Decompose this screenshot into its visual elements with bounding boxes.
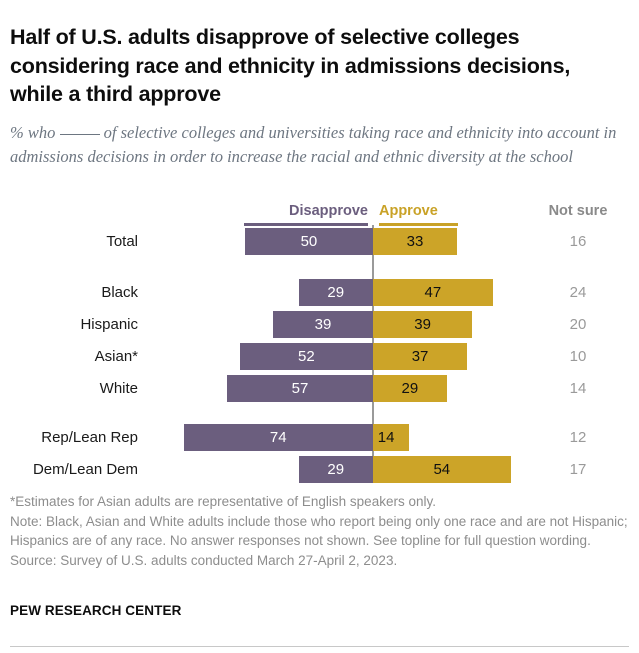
bar-disapprove: 39 [273, 311, 373, 338]
row-label: Dem/Lean Dem [32, 461, 138, 478]
bar-disapprove: 57 [227, 375, 373, 402]
bar-approve: 37 [372, 343, 468, 370]
value-not-sure: 12 [569, 429, 587, 446]
approve-header-underline [379, 223, 458, 226]
row-label: White [99, 380, 138, 397]
chart-subtitle: % who of selective colleges and universi… [10, 121, 624, 168]
value-not-sure: 10 [569, 348, 587, 365]
bar-disapprove: 29 [298, 279, 373, 306]
bottom-divider [10, 646, 629, 647]
row-label: Asian* [94, 348, 138, 365]
footnote-asterisk: *Estimates for Asian adults are represen… [10, 494, 436, 509]
footnotes: *Estimates for Asian adults are represen… [10, 492, 630, 570]
bar-disapprove: 74 [183, 424, 373, 451]
table-row: Hispanic 39 39 20 [0, 311, 639, 338]
row-label: Rep/Lean Rep [41, 429, 138, 446]
row-label: Total [106, 233, 138, 250]
table-row: Asian* 52 37 10 [0, 343, 639, 370]
page-title: Half of U.S. adults disapprove of select… [10, 25, 571, 106]
bar-approve: 54 [372, 456, 511, 483]
bar-approve: 39 [372, 311, 473, 338]
value-not-sure: 20 [569, 316, 587, 333]
table-row: White 57 29 14 [0, 375, 639, 402]
table-row: Total 50 33 16 [0, 228, 639, 255]
value-not-sure: 16 [569, 233, 587, 250]
row-label: Hispanic [80, 316, 138, 333]
subtitle-text-before: % who [10, 123, 60, 142]
bar-disapprove: 50 [245, 228, 373, 255]
subtitle-blank [59, 134, 100, 135]
table-row: Rep/Lean Rep 74 14 12 [0, 424, 639, 451]
table-row: Black 29 47 24 [0, 279, 639, 306]
bar-disapprove: 52 [239, 343, 373, 370]
pew-research-center-brand: PEW RESEARCH CENTER [10, 603, 182, 618]
value-not-sure: 17 [569, 461, 587, 478]
row-label: Black [101, 284, 138, 301]
column-header-approve: Approve [379, 203, 438, 219]
footnote-note: Note: Black, Asian and White adults incl… [10, 513, 628, 549]
bar-approve: 33 [372, 228, 458, 255]
value-not-sure: 14 [569, 380, 587, 397]
disapprove-header-underline [244, 223, 368, 226]
bar-approve: 47 [372, 279, 493, 306]
column-header-not-sure: Not sure [548, 203, 608, 219]
bar-disapprove: 29 [298, 456, 373, 483]
value-not-sure: 24 [569, 284, 587, 301]
bar-approve: 14 [372, 424, 409, 451]
column-header-disapprove: Disapprove [289, 203, 368, 219]
table-row: Dem/Lean Dem 29 54 17 [0, 456, 639, 483]
bar-approve: 29 [372, 375, 447, 402]
subtitle-text-after: of selective colleges and universities t… [10, 123, 617, 166]
footnote-source: Source: Survey of U.S. adults conducted … [10, 552, 398, 568]
